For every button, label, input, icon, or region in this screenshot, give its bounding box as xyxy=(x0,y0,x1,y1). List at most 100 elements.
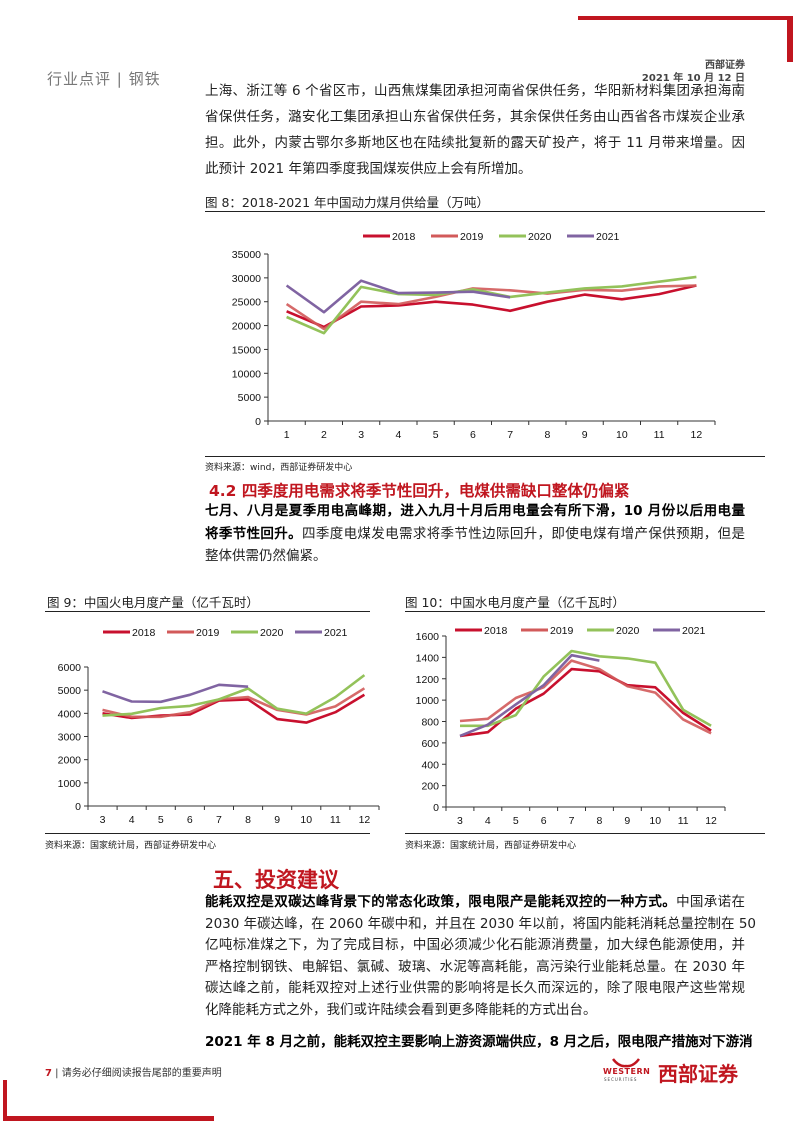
y-tick-label: 20000 xyxy=(232,321,261,333)
y-tick-label: 25000 xyxy=(232,297,261,309)
x-tick-label: 10 xyxy=(300,814,312,826)
y-tick-label: 400 xyxy=(421,759,439,771)
y-tick-label: 1600 xyxy=(416,631,440,643)
y-tick-label: 200 xyxy=(421,781,439,793)
x-tick-label: 8 xyxy=(597,815,603,827)
figure-8-bottom-rule xyxy=(205,456,765,457)
x-tick-label: 7 xyxy=(216,814,222,826)
series-line-2019 xyxy=(285,284,697,331)
x-tick-label: 3 xyxy=(457,815,463,827)
figure-10-bottom-rule xyxy=(405,833,765,834)
y-tick-label: 5000 xyxy=(238,392,262,404)
x-tick-label: 12 xyxy=(691,429,703,441)
legend-label-2021: 2021 xyxy=(596,231,620,243)
x-tick-label: 8 xyxy=(245,814,251,826)
legend-label-2018: 2018 xyxy=(392,231,416,243)
series-line-2021 xyxy=(285,279,511,314)
figure-8-top-rule xyxy=(205,211,765,212)
page-number: 7 xyxy=(45,1068,52,1079)
body-text: 中国承诺在 xyxy=(676,894,745,910)
footer-note: 7 | 请务必仔细阅读报告尾部的重要声明 xyxy=(45,1064,222,1079)
corner-bar-bottom-v xyxy=(3,1080,7,1120)
section-heading-4-2: 4.2 四季度用电需求将季节性回升，电煤供需缺口整体仍偏紧 xyxy=(209,482,630,500)
x-tick-label: 10 xyxy=(616,429,628,441)
corner-bar-bottom-h xyxy=(3,1116,214,1121)
x-tick-label: 4 xyxy=(485,815,491,827)
y-tick-label: 30000 xyxy=(232,273,261,285)
x-tick-label: 5 xyxy=(433,429,439,441)
logo-english-sub: SECURITIES xyxy=(604,1077,638,1082)
series-line-2019 xyxy=(459,659,712,735)
legend-label-2019: 2019 xyxy=(460,231,484,243)
logo-english: WESTERN xyxy=(603,1067,651,1076)
legend-label-2020: 2020 xyxy=(260,627,284,639)
x-tick-label: 7 xyxy=(569,815,575,827)
x-tick-label: 4 xyxy=(395,429,401,441)
y-tick-label: 15000 xyxy=(232,344,261,356)
y-tick-label: 10000 xyxy=(232,368,261,380)
y-tick-label: 6000 xyxy=(58,662,82,674)
figure-9-bottom-rule xyxy=(45,833,370,834)
legend-label-2018: 2018 xyxy=(484,625,508,637)
body-text: 严格控制钢铁、电解铝、氯碱、玻璃、水泥等高耗能，高污染行业能耗总量。在 2030… xyxy=(205,958,745,975)
text-line: 能耗双控是双碳达峰背景下的常态化政策，限电限产是能耗双控的一种方式。中国承诺在 xyxy=(205,892,745,912)
corner-bar-top-v xyxy=(787,16,793,62)
text-line: 将季节性回升。四季度电煤发电需求将季节性边际回升，即使电煤有增产保供预期，但是 xyxy=(205,524,745,544)
x-tick-label: 2 xyxy=(321,429,327,441)
body-text: 省保供任务，潞安化工集团承担山东省保供任务，其余保供任务由山西省各市煤炭企业承 xyxy=(205,109,745,125)
figure-8-source: 资料来源：wind，西部证券研发中心 xyxy=(205,463,353,473)
bull-horns-icon xyxy=(612,1058,640,1068)
x-tick-label: 12 xyxy=(359,814,371,826)
x-tick-label: 6 xyxy=(187,814,193,826)
figure-10-top-rule xyxy=(405,611,765,612)
x-tick-label: 7 xyxy=(507,429,513,441)
y-tick-label: 800 xyxy=(421,717,439,729)
figure-9-chart: 0 1000 2000 3000 4000 5000 6000 3 4 5 6 7 8 9 10 11 12 20… xyxy=(58,627,380,826)
y-tick-label: 1000 xyxy=(416,695,440,707)
header-company: 西部证券 xyxy=(705,60,745,71)
x-tick-label: 9 xyxy=(624,815,630,827)
bold-text: 能耗双控是双碳达峰背景下的常态化政策，限电限产是能耗双控的一种方式。 xyxy=(205,894,677,910)
y-tick-label: 4000 xyxy=(58,708,82,720)
series-line-2021 xyxy=(102,683,249,704)
figure-9-caption: 图 9：中国火电月度产量（亿千瓦时） xyxy=(47,595,259,610)
figure-10-chart: 0 200 400 600 800 1000 1200 1400 1600 3 4 5 6 7 8 9 10 11… xyxy=(416,625,726,827)
bold-text: 2021 年 8 月之前，能耗双控主要影响上游资源端供应，8 月之后，限电限产措… xyxy=(205,1034,753,1050)
y-tick-label: 600 xyxy=(421,738,439,750)
figure-10-source: 资料来源：国家统计局，西部证券研发中心 xyxy=(405,841,577,851)
series-line-2021 xyxy=(459,653,600,738)
figure-10-caption: 图 10：中国水电月度产量（亿千瓦时） xyxy=(405,595,625,610)
text-line: 七月、八月是夏季用电高峰期，进入九月十月后用电量会有所下滑，10 月份以后用电量 xyxy=(205,501,745,521)
y-tick-label: 0 xyxy=(75,801,81,813)
x-tick-label: 3 xyxy=(358,429,364,441)
x-tick-label: 10 xyxy=(649,815,661,827)
text-line: 2030 年碳达峰，在 2060 年碳中和，并且在 2030 年以前，将国内能耗… xyxy=(205,914,756,934)
x-tick-label: 5 xyxy=(513,815,519,827)
figure-8-caption: 图 8：2018-2021 年中国动力煤月供给量（万吨） xyxy=(205,195,490,210)
company-logo: WESTERN SECURITIES 西部证券 xyxy=(603,1058,748,1086)
body-text: 此预计 2021 年第四季度我国煤炭供应上会有所增加。 xyxy=(205,161,532,177)
text-line: 化降能耗方式之外，我们或许陆续会看到更多降能耗的方式出台。 xyxy=(205,1000,745,1020)
x-tick-label: 6 xyxy=(541,815,547,827)
text-line: 省保供任务，潞安化工集团承担山东省保供任务，其余保供任务由山西省各市煤炭企业承 xyxy=(205,107,745,127)
legend-label-2019: 2019 xyxy=(196,627,220,639)
text-line: 上海、浙江等 6 个省区市，山西焦煤集团承担河南省保供任务，华阳新材料集团承担海… xyxy=(205,81,745,101)
text-line: 此预计 2021 年第四季度我国煤炭供应上会有所增加。 xyxy=(205,159,745,179)
text-line: 亿吨标准煤之下，为了完成目标，中国必须减少化石能源消费量，加大绿色能源使用，并 xyxy=(205,935,745,955)
figure-9-top-rule xyxy=(45,611,370,612)
text-line: 担。此外，内蒙古鄂尔多斯地区也在陆续批复新的露天矿投产，将于 11 月带来增量。… xyxy=(205,133,745,153)
text-line: 2021 年 8 月之前，能耗双控主要影响上游资源端供应，8 月之后，限电限产措… xyxy=(205,1032,753,1052)
series-line-2019 xyxy=(102,687,366,719)
series-line-2020 xyxy=(102,674,366,717)
legend-label-2020: 2020 xyxy=(528,231,552,243)
footer-notice: 请务必仔细阅读报告尾部的重要声明 xyxy=(61,1068,222,1079)
y-tick-label: 1400 xyxy=(416,652,440,664)
body-text: 2030 年碳达峰，在 2060 年碳中和，并且在 2030 年以前，将国内能耗… xyxy=(205,915,756,932)
text-line: 严格控制钢铁、电解铝、氯碱、玻璃、水泥等高耗能，高污染行业能耗总量。在 2030… xyxy=(205,957,745,977)
legend-label-2021: 2021 xyxy=(682,625,706,637)
x-tick-label: 3 xyxy=(100,814,106,826)
series-line-2018 xyxy=(459,667,712,738)
bold-text: 将季节性回升。 xyxy=(205,525,302,542)
x-tick-label: 4 xyxy=(129,814,135,826)
text-line: 整体供需仍然偏紧。 xyxy=(205,546,745,566)
